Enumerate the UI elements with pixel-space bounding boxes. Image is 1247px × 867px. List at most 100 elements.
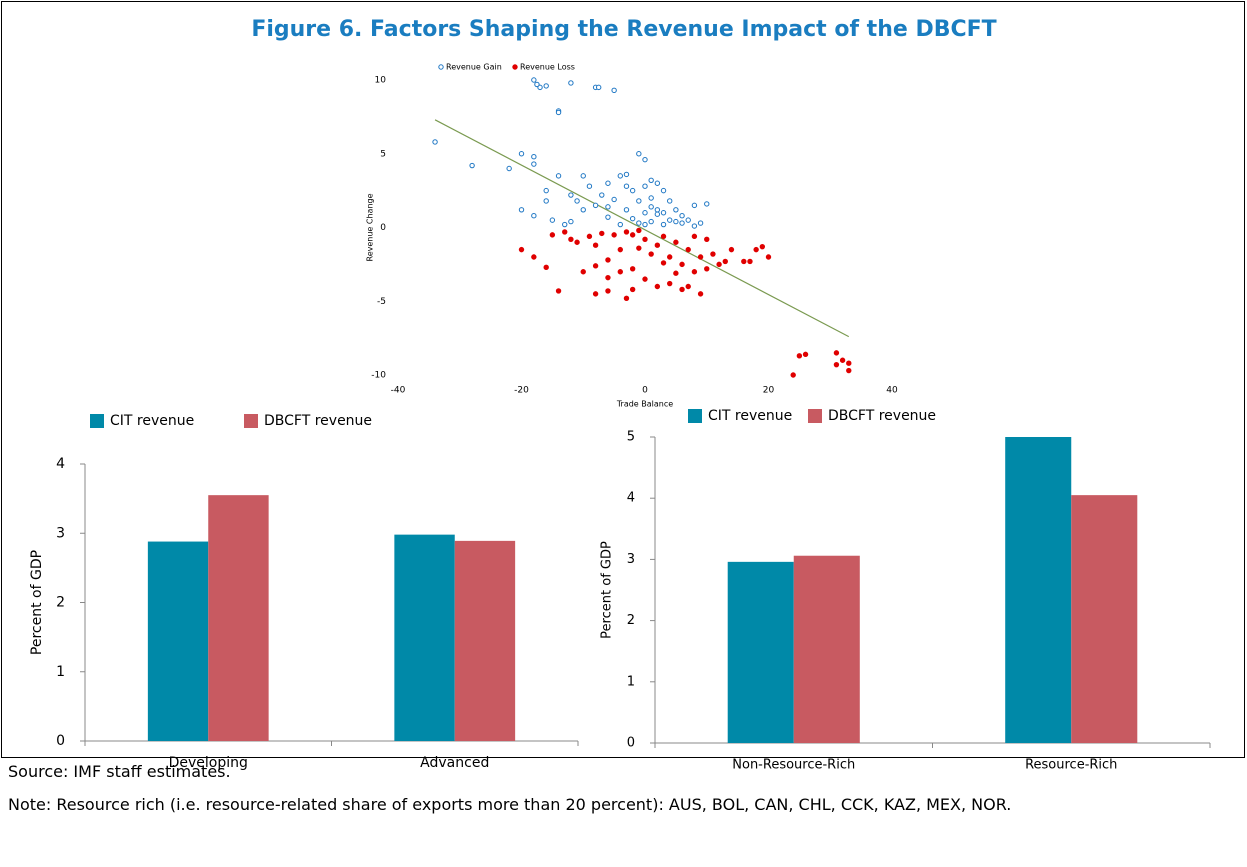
y-axis-label: Percent of GDP: [600, 541, 615, 639]
point: [654, 211, 661, 217]
point: [543, 198, 549, 204]
y-tick-label: 1: [627, 674, 635, 689]
point: [592, 202, 599, 209]
x-tick-label: 40: [886, 386, 898, 396]
point: [691, 269, 698, 275]
point: [679, 213, 685, 219]
point: [673, 239, 679, 245]
point: [623, 183, 630, 189]
point: [580, 173, 586, 179]
point: [629, 266, 636, 272]
point: [611, 196, 617, 203]
point: [586, 183, 593, 189]
point: [796, 353, 803, 359]
point: [654, 207, 661, 213]
bar: [394, 534, 455, 741]
y-tick-label: 10: [375, 76, 387, 86]
point: [642, 221, 648, 228]
bar: [147, 541, 209, 741]
point: [759, 243, 766, 250]
bar: [793, 555, 860, 743]
point: [629, 232, 636, 238]
frame: [1, 1, 1245, 758]
point: [592, 263, 599, 269]
point: [846, 367, 852, 374]
point: [506, 165, 512, 172]
point: [747, 258, 753, 265]
point: [605, 214, 611, 220]
point: [667, 217, 673, 223]
point: [611, 87, 617, 94]
legend-label: DBCFT revenue: [264, 413, 372, 429]
legend-label: CIT revenue: [110, 413, 194, 429]
point: [679, 286, 685, 293]
point: [543, 83, 549, 89]
point: [595, 84, 602, 91]
y-tick-label: 0: [627, 736, 635, 751]
figure-title: Figure 6. Factors Shaping the Revenue Im…: [251, 17, 996, 42]
point: [574, 198, 580, 204]
point: [518, 246, 525, 253]
y-tick-label: 5: [380, 149, 386, 159]
point: [611, 232, 617, 238]
point: [667, 280, 673, 287]
trend-line: [434, 119, 850, 338]
point: [765, 254, 772, 260]
point: [648, 204, 654, 210]
point: [574, 239, 580, 245]
bar: [208, 495, 269, 741]
point: [629, 215, 636, 222]
point: [654, 180, 661, 186]
point: [722, 258, 728, 265]
point: [549, 232, 556, 238]
point: [673, 218, 679, 225]
point: [568, 218, 574, 225]
point: [660, 260, 667, 266]
point: [636, 198, 642, 204]
point: [617, 173, 623, 179]
note: Note: Resource rich (i.e. resource-relat…: [8, 795, 1012, 814]
legend-marker: [438, 64, 444, 70]
point: [562, 221, 568, 228]
point: [555, 288, 562, 294]
point: [839, 357, 846, 363]
point: [660, 210, 667, 216]
x-tick-label: Developing: [169, 755, 248, 771]
point: [704, 236, 710, 243]
point: [623, 171, 630, 178]
point: [685, 246, 691, 253]
point: [555, 109, 562, 116]
point: [667, 254, 673, 260]
point: [605, 257, 611, 263]
point: [537, 84, 543, 91]
point: [790, 372, 796, 378]
point: [833, 361, 840, 368]
point: [605, 180, 611, 186]
point: [580, 269, 586, 275]
legend-label: Revenue Loss: [520, 63, 575, 72]
bar: [727, 561, 794, 743]
bar: [454, 540, 516, 741]
legend-swatch: [90, 414, 104, 428]
point: [623, 295, 630, 301]
point: [592, 291, 599, 297]
legend-label: CIT revenue: [708, 408, 792, 424]
y-tick-label: -5: [377, 297, 386, 307]
point: [531, 254, 537, 260]
legend-swatch: [244, 414, 258, 428]
x-tick-label: Advanced: [420, 755, 489, 771]
point: [531, 213, 537, 219]
point: [697, 254, 704, 260]
point: [673, 207, 679, 213]
point: [685, 283, 691, 290]
point: [518, 151, 525, 157]
point: [629, 187, 636, 194]
point: [642, 210, 648, 216]
point: [648, 195, 654, 201]
point: [543, 187, 549, 194]
point: [833, 350, 840, 356]
point: [580, 207, 586, 213]
point: [697, 220, 704, 226]
x-tick-label: -20: [514, 386, 529, 396]
point: [710, 251, 716, 257]
